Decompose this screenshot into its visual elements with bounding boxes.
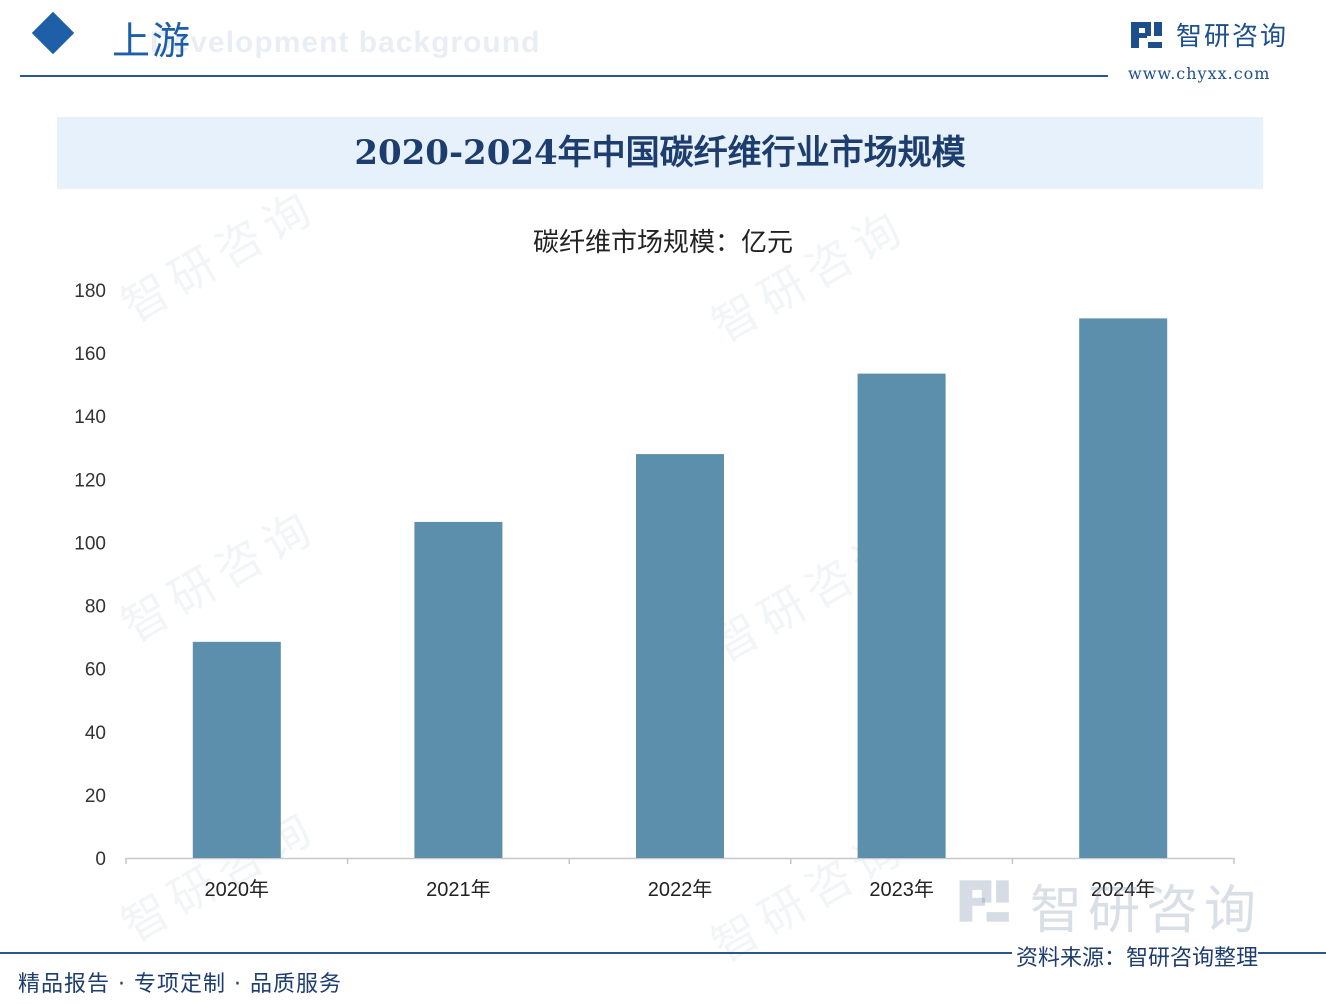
bar-2022年 <box>636 454 724 858</box>
section-subtitle: Development background <box>150 26 541 59</box>
y-tick-label: 40 <box>85 723 106 744</box>
header: Development background 上游 智研咨询 www.chyxx… <box>0 0 1326 90</box>
section-title: 上游 <box>112 19 193 63</box>
y-tick-label: 80 <box>85 597 106 618</box>
y-tick-label: 20 <box>85 786 106 807</box>
brand-url: www.chyxx.com <box>1128 64 1271 83</box>
brand-logo-icon <box>1131 22 1162 48</box>
chart-title: 2020-2024年中国碳纤维行业市场规模 <box>354 133 966 173</box>
header-divider <box>20 75 1108 77</box>
y-tick-label: 160 <box>74 344 106 365</box>
x-tick-label: 2023年 <box>869 878 934 901</box>
bar-2021年 <box>414 521 503 858</box>
x-tick-label: 2022年 <box>648 878 713 901</box>
y-tick-label: 60 <box>85 660 106 681</box>
y-tick-label: 120 <box>74 470 106 491</box>
y-tick-label: 180 <box>74 281 106 302</box>
footer-divider <box>0 952 1326 954</box>
x-tick-label: 2024年 <box>1091 878 1156 901</box>
footer-logo-icon <box>959 880 1009 922</box>
x-tick-label: 2020年 <box>205 878 270 901</box>
brand-name: 智研咨询 <box>1176 22 1289 52</box>
footer-slogan: 精品报告 · 专项定制 · 品质服务 <box>18 972 342 997</box>
chart-title-band <box>57 117 1263 189</box>
footer-logo-text: 智研咨询 <box>1030 881 1263 941</box>
y-tick-label: 0 <box>95 849 106 870</box>
x-tick-label: 2021年 <box>426 878 491 901</box>
y-tick-label: 140 <box>74 407 106 428</box>
bar-2020年 <box>192 641 281 858</box>
chart-subtitle: 碳纤维市场规模：亿元 <box>532 228 793 258</box>
bar-2024年 <box>1079 318 1168 858</box>
bar-2023年 <box>857 373 946 858</box>
y-tick-label: 100 <box>74 533 106 554</box>
source-note: 资料来源：智研咨询整理 <box>1012 940 1259 972</box>
